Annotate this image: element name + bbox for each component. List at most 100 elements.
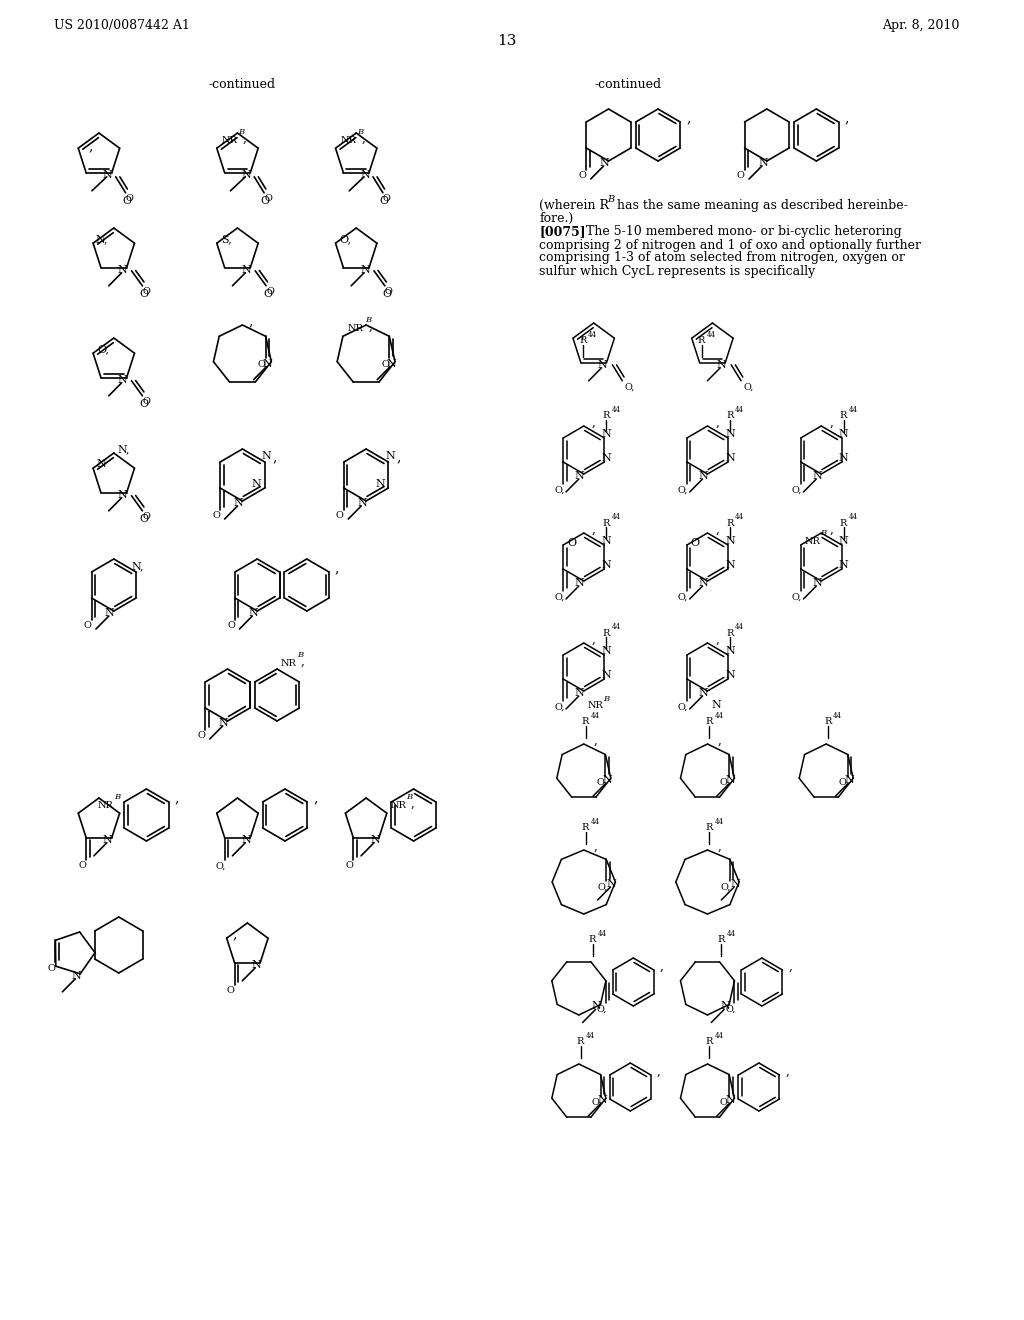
Text: -continued: -continued [209,78,276,91]
Text: B: B [603,696,609,704]
Text: N: N [102,170,113,180]
Text: O: O [261,197,270,206]
Text: ,: , [788,960,793,973]
Text: O,: O, [792,593,802,602]
Text: N: N [720,1002,730,1011]
Text: O: O [264,194,272,203]
Text: N: N [357,498,367,508]
Text: ,: , [845,111,849,125]
Text: O,: O, [678,593,688,602]
Text: N: N [600,158,609,168]
Text: ,: , [716,632,719,645]
Text: O,: O, [743,383,754,391]
Text: O: O [47,964,55,973]
Text: O: O [736,172,744,181]
Text: R: R [726,412,733,421]
Text: R: R [840,519,847,528]
Text: B: B [297,651,303,659]
Text: O,: O, [839,777,849,787]
Text: N: N [219,718,228,729]
Text: B: B [357,128,364,136]
Text: N: N [370,834,380,845]
Text: N: N [242,265,251,275]
Text: N: N [725,429,735,440]
Text: O,: O, [597,883,607,892]
Text: N: N [601,536,611,546]
Text: O: O [227,622,234,631]
Text: N: N [725,560,735,570]
Text: [0075]: [0075] [540,226,586,239]
Text: R: R [579,337,587,346]
Text: NR: NR [98,801,114,809]
Text: O,: O, [720,777,730,787]
Text: N: N [725,671,735,680]
Text: 44: 44 [588,331,597,339]
Text: ,: , [301,655,305,668]
Text: 44: 44 [611,623,621,631]
Text: ,: , [656,1064,660,1077]
Text: N: N [249,609,258,618]
Text: N: N [601,671,611,680]
Text: N: N [812,471,822,480]
Text: (wherein R: (wherein R [540,198,609,211]
Text: O,: O, [591,1098,602,1107]
Text: comprising 2 of nitrogen and 1 of oxo and optionally further: comprising 2 of nitrogen and 1 of oxo an… [540,239,922,252]
Text: 44: 44 [598,929,607,937]
Text: NR: NR [348,323,364,333]
Text: R: R [602,628,609,638]
Text: 44: 44 [707,331,716,339]
Text: O,: O, [97,345,109,354]
Text: O: O [139,513,148,524]
Text: O,: O, [554,486,564,495]
Text: N: N [726,775,735,785]
Text: ,: , [249,314,253,327]
Text: ,: , [829,416,834,429]
Text: ,: , [313,791,317,805]
Text: N: N [606,879,616,888]
Text: B: B [239,128,245,136]
Text: N: N [96,459,105,469]
Text: N: N [376,479,385,488]
Text: N: N [118,265,128,275]
Text: N: N [233,498,244,508]
Text: N: N [725,645,735,656]
Text: NR: NR [340,136,356,145]
Text: 44: 44 [726,929,735,937]
Text: ,: , [686,111,690,125]
Text: O: O [345,861,353,870]
Text: O,: O, [597,1005,607,1014]
Text: O,: O, [721,883,731,892]
Text: N: N [574,471,585,480]
Text: B: B [820,529,826,537]
Text: N: N [598,360,607,370]
Text: NR: NR [391,801,407,809]
Text: O: O [381,360,389,368]
Text: 44: 44 [735,407,744,414]
Text: O: O [122,197,131,206]
Text: R: R [840,412,847,421]
Text: N: N [597,1096,607,1105]
Text: R: R [582,824,589,833]
Text: O,: O, [554,593,564,602]
Text: 44: 44 [735,513,744,521]
Text: ,: , [272,450,278,465]
Text: ,: , [88,139,92,153]
Text: R: R [718,936,725,944]
Text: R: R [589,936,596,944]
Text: N: N [839,429,849,440]
Text: R: R [824,718,831,726]
Text: R: R [582,718,589,726]
Text: O: O [380,197,389,206]
Text: ,: , [716,416,719,429]
Text: O: O [336,511,344,520]
Text: 44: 44 [834,711,842,719]
Text: N: N [758,158,768,168]
Text: -continued: -continued [595,78,662,91]
Text: N: N [242,834,251,845]
Text: N: N [601,429,611,440]
Text: ,: , [581,327,585,341]
Text: O,: O, [792,486,802,495]
Text: O,: O, [720,1098,730,1107]
Text: R: R [602,412,609,421]
Text: O,: O, [625,383,635,391]
